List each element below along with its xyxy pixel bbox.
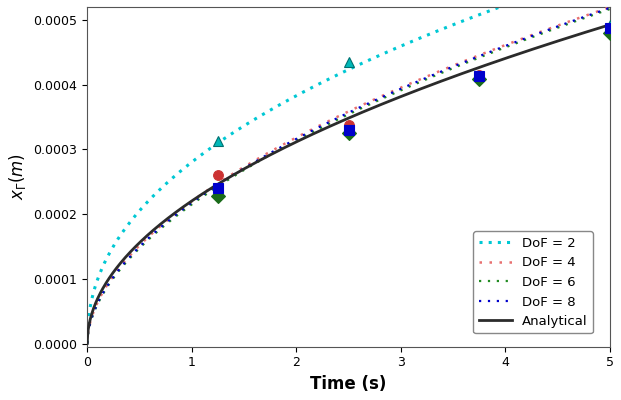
- DoF = 8: [295, 135, 302, 140]
- Analytical: [83, 341, 91, 346]
- DoF = 2: [295, 92, 302, 97]
- DoF = 4: [83, 341, 91, 346]
- DoF = 6: [606, 6, 614, 11]
- DoF = 6: [314, 127, 321, 132]
- DoF = 2: [491, 6, 499, 11]
- DoF = 4: [606, 5, 614, 10]
- DoF = 2: [501, 3, 508, 8]
- DoF = 8: [443, 67, 450, 72]
- DoF = 2: [83, 341, 91, 346]
- Analytical: [137, 239, 144, 244]
- Analytical: [443, 77, 450, 82]
- X-axis label: Time (s): Time (s): [310, 375, 387, 393]
- DoF = 6: [137, 245, 144, 250]
- Y-axis label: $x_\Gamma(m)$: $x_\Gamma(m)$: [7, 153, 28, 200]
- DoF = 4: [491, 47, 499, 52]
- DoF = 8: [83, 341, 91, 346]
- Line: DoF = 6: DoF = 6: [87, 9, 610, 344]
- DoF = 4: [137, 242, 144, 247]
- DoF = 6: [491, 49, 499, 54]
- DoF = 6: [443, 68, 450, 73]
- Analytical: [501, 56, 508, 61]
- Line: DoF = 8: DoF = 8: [87, 8, 610, 344]
- Analytical: [491, 60, 499, 64]
- DoF = 8: [491, 48, 499, 52]
- DoF = 4: [314, 124, 321, 129]
- Legend: DoF = 2, DoF = 4, DoF = 6, DoF = 8, Analytical: DoF = 2, DoF = 4, DoF = 6, DoF = 8, Anal…: [473, 232, 593, 333]
- DoF = 8: [501, 44, 508, 49]
- DoF = 6: [295, 137, 302, 142]
- Line: DoF = 4: DoF = 4: [87, 7, 610, 344]
- DoF = 2: [314, 82, 321, 87]
- DoF = 2: [443, 25, 450, 30]
- Line: Analytical: Analytical: [87, 25, 610, 344]
- Analytical: [295, 138, 302, 143]
- DoF = 8: [606, 5, 614, 10]
- DoF = 6: [83, 341, 91, 346]
- Line: DoF = 2: DoF = 2: [87, 0, 610, 344]
- DoF = 8: [314, 126, 321, 130]
- DoF = 4: [295, 134, 302, 139]
- DoF = 8: [137, 243, 144, 248]
- DoF = 4: [501, 43, 508, 48]
- Analytical: [314, 130, 321, 134]
- Analytical: [606, 22, 614, 27]
- DoF = 2: [137, 207, 144, 212]
- DoF = 6: [501, 45, 508, 50]
- DoF = 4: [443, 66, 450, 71]
